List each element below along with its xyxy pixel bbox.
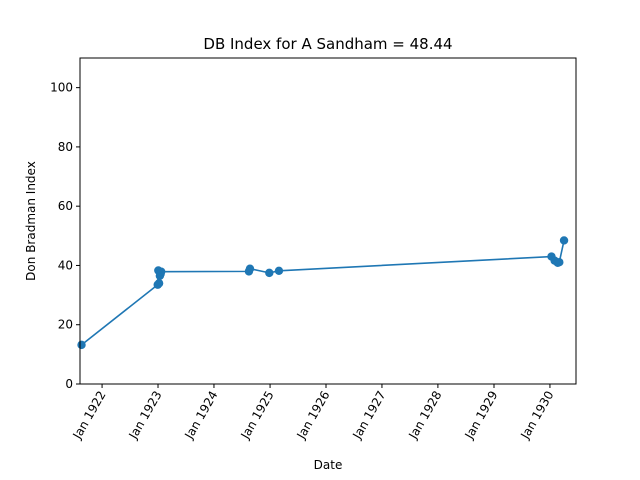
x-tick-label: Jan 1930 <box>517 389 556 443</box>
y-tick-label: 60 <box>58 199 73 213</box>
chart-title: DB Index for A Sandham = 48.44 <box>203 35 452 53</box>
y-axis-label: Don Bradman Index <box>24 161 38 281</box>
x-tick-label: Jan 1927 <box>349 389 388 443</box>
x-tick-label: Jan 1922 <box>70 389 109 443</box>
y-tick-label: 0 <box>65 377 73 391</box>
series-line <box>81 240 565 346</box>
x-tick-label: Jan 1928 <box>405 389 444 443</box>
plot-area <box>77 236 569 350</box>
x-tick-label: Jan 1926 <box>294 389 333 443</box>
x-tick-label: Jan 1925 <box>238 389 277 443</box>
data-point <box>157 267 166 276</box>
data-point <box>154 279 164 288</box>
data-point <box>77 340 86 350</box>
x-axis-label: Date <box>314 458 343 472</box>
y-tick-label: 100 <box>50 81 73 95</box>
data-point <box>559 236 569 245</box>
x-tick-label: Jan 1924 <box>182 389 221 443</box>
x-tick-label: Jan 1923 <box>126 389 165 443</box>
axes-frame <box>79 57 577 385</box>
y-tick-label: 20 <box>58 318 73 332</box>
data-point <box>555 257 564 267</box>
x-tick-label: Jan 1929 <box>462 389 501 443</box>
y-axis: 0 20 40 60 80 100 <box>50 81 80 391</box>
y-tick-label: 40 <box>58 258 73 272</box>
data-point <box>265 268 274 278</box>
data-point <box>245 264 255 273</box>
y-tick-label: 80 <box>58 140 73 154</box>
x-axis: Jan 1922 Jan 1923 Jan 1924 Jan 1925 Jan 1926… <box>70 384 557 442</box>
data-point <box>274 266 284 275</box>
